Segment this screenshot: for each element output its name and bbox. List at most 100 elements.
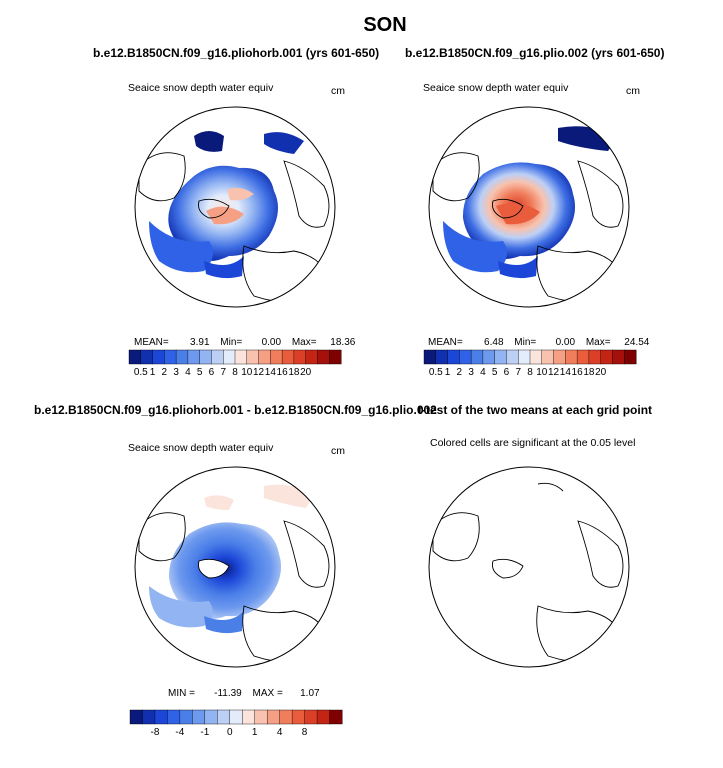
colorbar-tick-label: 4 bbox=[277, 727, 283, 738]
colorbar-tick-label: 20 bbox=[300, 367, 312, 378]
colorbar-tick-label: 8 bbox=[527, 367, 533, 378]
colorbar-swatch bbox=[291, 709, 306, 725]
panel-units-top-right: cm bbox=[626, 85, 640, 97]
colorbar-swatch bbox=[470, 349, 484, 365]
colorbar-swatch bbox=[270, 349, 283, 365]
min-label: Min= bbox=[220, 337, 243, 348]
colorbar-swatch bbox=[600, 349, 613, 365]
colorbar-tick-label: 12 bbox=[253, 367, 265, 378]
colorbar-tick-label: 2 bbox=[457, 367, 463, 378]
mean-label: MEAN= bbox=[134, 337, 169, 348]
min-value: 0.00 bbox=[555, 337, 576, 348]
colorbar-swatch bbox=[242, 709, 256, 725]
colorbar-swatch bbox=[293, 349, 307, 365]
colorbar-tick-label: 1 bbox=[150, 367, 156, 378]
colorbar-tick-label: 0 bbox=[227, 727, 233, 738]
colorbar-tick-label: 0.5 bbox=[429, 367, 443, 378]
colorbar-tick-label: 1 bbox=[252, 727, 258, 738]
colorbar-swatch bbox=[316, 709, 331, 725]
colorbar-tick-label: 10 bbox=[241, 367, 253, 378]
colorbar-swatch bbox=[304, 709, 318, 725]
colorbar-swatch bbox=[199, 349, 212, 365]
colorbar-swatch bbox=[553, 349, 566, 365]
colorbar-swatch bbox=[459, 349, 472, 365]
colorbar-swatch bbox=[423, 349, 437, 365]
colorbar-swatch bbox=[234, 349, 248, 365]
colorbar-tick-label: 6 bbox=[504, 367, 510, 378]
panel-title-bottom-left: b.e12.B1850CN.f09_g16.pliohorb.001 - b.e… bbox=[34, 403, 437, 417]
min-value: 0.00 bbox=[261, 337, 282, 348]
colorbar-tick-label: 16 bbox=[572, 367, 584, 378]
colorbar-tick-label: 12 bbox=[548, 367, 560, 378]
colorbar-tick-label: 8 bbox=[302, 727, 308, 738]
colorbar-swatch bbox=[204, 709, 218, 725]
colorbar-swatch bbox=[317, 349, 330, 365]
colorbar-swatch bbox=[329, 349, 342, 365]
colorbar-swatch bbox=[529, 349, 543, 365]
colorbar-swatch bbox=[164, 349, 177, 365]
colorbar-tick-label: 20 bbox=[595, 367, 607, 378]
panel-title-bottom-right: t-test of the two means at each grid poi… bbox=[418, 403, 653, 417]
colorbar-labels-top-right: 0.5 1 2 3 4 5 6 7 8 10 12 14 16 18 20 bbox=[429, 367, 607, 378]
colorbar-swatch bbox=[565, 349, 578, 365]
colorbar-swatch bbox=[211, 349, 224, 365]
colorbar-swatch bbox=[254, 709, 268, 725]
panel-subtitle-bottom-left: Seaice snow depth water equiv bbox=[128, 442, 274, 454]
colorbar-swatch bbox=[217, 709, 231, 725]
colorbar-tick-label: 10 bbox=[536, 367, 548, 378]
polar-map-top-left bbox=[134, 106, 336, 308]
colorbar-swatch bbox=[167, 709, 181, 725]
colorbar-swatch bbox=[187, 349, 201, 365]
colorbar-swatch bbox=[281, 349, 295, 365]
colorbar-tick-label: 18 bbox=[583, 367, 595, 378]
colorbar-swatch bbox=[588, 349, 602, 365]
colorbar-swatch bbox=[541, 349, 555, 365]
colorbar-tick-label: 7 bbox=[220, 367, 226, 378]
panel-subtitle-top-right: Seaice snow depth water equiv bbox=[423, 82, 569, 94]
colorbar-swatch bbox=[435, 349, 449, 365]
colorbar-swatch bbox=[305, 349, 318, 365]
colorbar-swatch bbox=[179, 709, 193, 725]
colorbar-swatch bbox=[506, 349, 519, 365]
panel-units-bottom-left: cm bbox=[331, 445, 345, 457]
colorbar-swatch bbox=[447, 349, 460, 365]
max-label: Max= bbox=[291, 337, 317, 348]
colorbar-labels-top-left: 0.5 1 2 3 4 5 6 7 8 10 12 14 16 18 20 bbox=[134, 367, 312, 378]
polar-map-bottom-right bbox=[428, 466, 630, 668]
max-label: Max= bbox=[585, 337, 611, 348]
colorbar-tick-label: 7 bbox=[515, 367, 521, 378]
colorbar-swatch bbox=[612, 349, 625, 365]
stats-top-right: MEAN= 6.48 Min= 0.00 Max= 24.54 bbox=[428, 337, 649, 348]
colorbar-tick-label: 16 bbox=[277, 367, 289, 378]
max-value: 24.54 bbox=[624, 337, 650, 348]
colorbar-swatch bbox=[140, 349, 154, 365]
polar-map-bottom-left bbox=[134, 466, 336, 668]
colorbar-tick-label: 14 bbox=[560, 367, 572, 378]
colorbar-swatch bbox=[482, 349, 496, 365]
stats-bottom-left: MIN = -11.39 MAX = 1.07 bbox=[168, 688, 320, 699]
mean-value: 3.91 bbox=[190, 337, 210, 348]
colorbar-tick-label: 3 bbox=[173, 367, 179, 378]
max-label: MAX = bbox=[252, 688, 283, 699]
panel-title-top-right: b.e12.B1850CN.f09_g16.plio.002 (yrs 601-… bbox=[405, 46, 665, 60]
max-value: 1.07 bbox=[300, 688, 320, 699]
colorbar-tick-label: 3 bbox=[468, 367, 474, 378]
colorbar-swatch bbox=[329, 709, 343, 725]
colorbar-swatch bbox=[258, 349, 271, 365]
colorbar-tick-label: -8 bbox=[150, 727, 159, 738]
colorbar-swatch bbox=[624, 349, 637, 365]
colorbar-tick-label: 4 bbox=[185, 367, 191, 378]
panel-title-top-left: b.e12.B1850CN.f09_g16.pliohorb.001 (yrs … bbox=[93, 46, 380, 60]
colorbar-tick-label: 8 bbox=[232, 367, 238, 378]
mean-value: 6.48 bbox=[484, 337, 504, 348]
colorbar-swatch bbox=[279, 709, 293, 725]
colorbar-bottom-left bbox=[129, 709, 343, 725]
colorbar-swatch bbox=[175, 349, 189, 365]
colorbar-tick-label: 6 bbox=[209, 367, 215, 378]
colorbar-swatch bbox=[229, 709, 243, 725]
colorbar-swatch bbox=[192, 709, 206, 725]
colorbar-labels-bottom-left: -8 -4 -1 0 1 4 8 bbox=[150, 727, 308, 738]
colorbar-tick-label: 4 bbox=[480, 367, 486, 378]
mean-label: MEAN= bbox=[428, 337, 463, 348]
colorbar-top-right bbox=[423, 349, 637, 365]
